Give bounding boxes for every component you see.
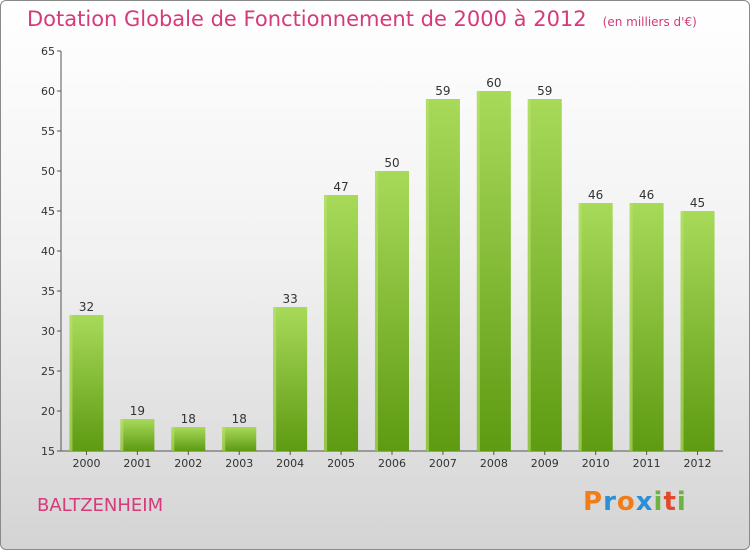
bar-highlight: [578, 203, 582, 451]
x-tick-label: 2004: [276, 457, 304, 470]
bar: [375, 171, 409, 451]
data-label: 47: [333, 180, 348, 194]
data-label: 60: [486, 76, 501, 90]
x-tick-label: 2003: [225, 457, 253, 470]
data-label: 18: [181, 412, 196, 426]
bar: [171, 427, 206, 451]
x-tick-label: 2008: [480, 457, 508, 470]
data-label: 50: [384, 156, 399, 170]
x-tick-label: 2001: [123, 457, 151, 470]
bar: [425, 99, 460, 451]
data-label: 32: [79, 300, 94, 314]
bar-highlight: [425, 99, 429, 451]
y-tick-label: 35: [41, 285, 55, 298]
bar: [629, 203, 664, 451]
bar-highlight: [222, 427, 226, 451]
y-tick-label: 50: [41, 165, 55, 178]
x-tick-label: 2007: [429, 457, 457, 470]
y-tick-label: 65: [41, 45, 55, 58]
data-label: 59: [435, 84, 450, 98]
y-tick-label: 15: [41, 445, 55, 458]
bar: [476, 91, 511, 451]
y-tick-label: 60: [41, 85, 55, 98]
logo-letter: x: [635, 487, 654, 517]
chart-title: Dotation Globale de Fonctionnement de 20…: [27, 7, 587, 31]
bar-highlight: [69, 315, 73, 451]
logo-letter: r: [603, 487, 617, 517]
x-tick-label: 2002: [174, 457, 202, 470]
x-tick-label: 2005: [327, 457, 355, 470]
logo-letter: o: [616, 487, 636, 517]
x-tick-label: 2006: [378, 457, 406, 470]
logo-letter: t: [663, 487, 677, 517]
data-label: 33: [283, 292, 298, 306]
x-tick-label: 2000: [72, 457, 100, 470]
bar-highlight: [629, 203, 633, 451]
data-label: 59: [537, 84, 552, 98]
bar-highlight: [680, 211, 684, 451]
y-tick-label: 55: [41, 125, 55, 138]
data-label: 45: [690, 196, 705, 210]
x-tick-label: 2012: [684, 457, 712, 470]
bar-highlight: [120, 419, 124, 451]
x-tick-label: 2010: [582, 457, 610, 470]
bar: [222, 427, 257, 451]
logo-letter: i: [653, 487, 664, 517]
bar: [120, 419, 155, 451]
proxiti-logo: Proxiti: [583, 487, 687, 517]
bar: [578, 203, 613, 451]
bar-highlight: [527, 99, 531, 451]
y-tick-label: 45: [41, 205, 55, 218]
bar-highlight: [324, 195, 328, 451]
bar: [69, 315, 104, 451]
title-row: Dotation Globale de Fonctionnement de 20…: [27, 7, 697, 31]
y-tick-label: 25: [41, 365, 55, 378]
data-label: 46: [639, 188, 654, 202]
data-label: 46: [588, 188, 603, 202]
bar: [273, 307, 308, 451]
bar-highlight: [171, 427, 175, 451]
chart-subtitle: (en milliers d'€): [602, 15, 697, 29]
bar-highlight: [476, 91, 480, 451]
bar: [527, 99, 562, 451]
x-tick-label: 2011: [633, 457, 661, 470]
bar: [680, 211, 715, 451]
x-tick-label: 2009: [531, 457, 559, 470]
y-tick-label: 40: [41, 245, 55, 258]
bar-highlight: [273, 307, 277, 451]
data-label: 19: [130, 404, 145, 418]
logo-letter: i: [676, 487, 687, 517]
bar-highlight: [375, 171, 378, 451]
data-label: 18: [232, 412, 247, 426]
commune-name: BALTZENHEIM: [37, 495, 164, 516]
logo-letter: P: [583, 487, 604, 517]
bar: [324, 195, 359, 451]
y-tick-label: 20: [41, 405, 55, 418]
y-tick-label: 30: [41, 325, 55, 338]
